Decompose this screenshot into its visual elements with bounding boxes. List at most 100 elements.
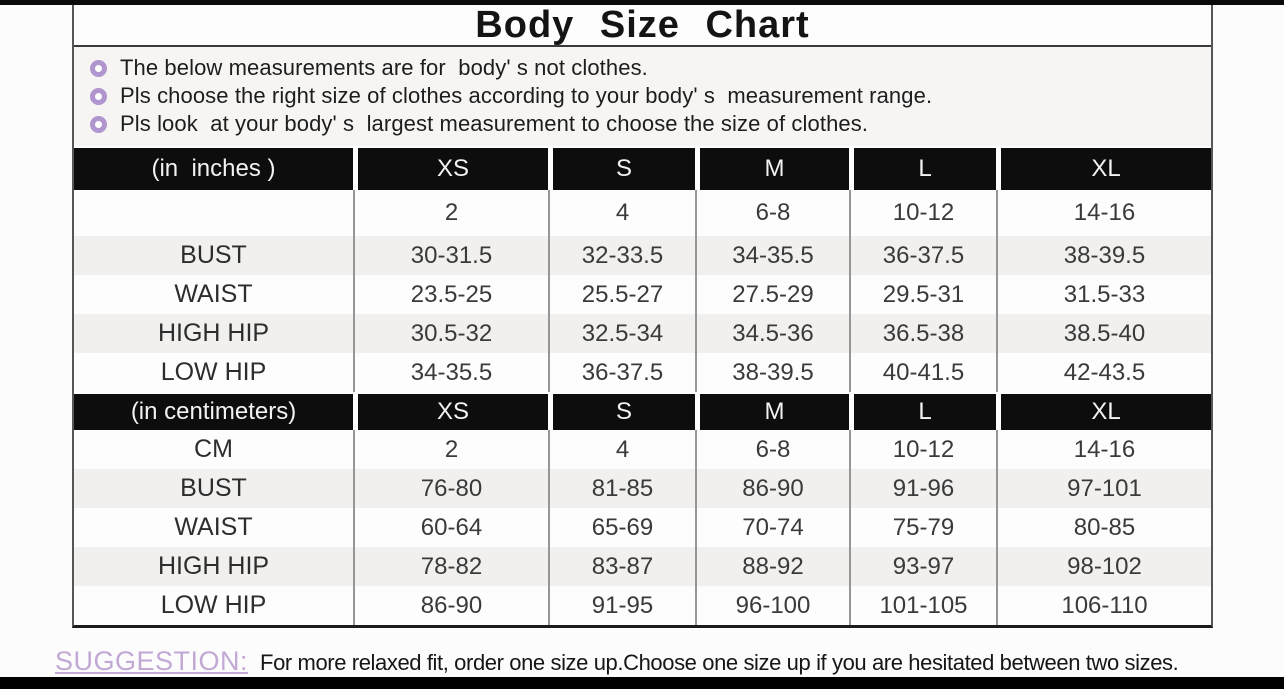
size-value: 36.5-38 [849, 314, 996, 353]
size-value: 70-74 [695, 508, 849, 547]
size-value: 6-8 [695, 190, 849, 236]
table-row-cm-sizes: CM 2 4 6-8 10-12 14-16 [74, 430, 1211, 469]
bullet-ring-icon [90, 87, 107, 105]
size-value: 42-43.5 [996, 353, 1211, 392]
size-col-header-xl: XL [996, 148, 1211, 190]
size-value: 91-96 [849, 469, 996, 508]
size-value: 81-85 [548, 469, 695, 508]
size-value: 2 [353, 190, 548, 236]
suggestion-text: For more relaxed fit, order one size up.… [260, 650, 1179, 675]
size-col-header-l: L [849, 394, 996, 430]
note-item: Pls look at your body' s largest measure… [90, 110, 1201, 138]
size-value: 38.5-40 [996, 314, 1211, 353]
size-value: 14-16 [996, 190, 1211, 236]
size-value: 2 [353, 430, 548, 469]
size-value: 25.5-27 [548, 275, 695, 314]
note-text: The below measurements are for body' s n… [120, 55, 648, 80]
cm-header-row: (in centimeters) XS S M L XL [74, 394, 1211, 430]
size-value: 80-85 [996, 508, 1211, 547]
size-col-header-xl: XL [996, 394, 1211, 430]
size-col-header-s: S [548, 394, 695, 430]
row-label: WAIST [174, 280, 253, 308]
size-value: 34-35.5 [695, 236, 849, 275]
size-value: 38-39.5 [996, 236, 1211, 275]
table-row-bust-in: BUST 30-31.5 32-33.5 34-35.5 36-37.5 38-… [74, 236, 1211, 275]
suggestion-label: SUGGESTION: [55, 646, 249, 676]
table-row-highhip-cm: HIGH HIP 78-82 83-87 88-92 93-97 98-102 [74, 547, 1211, 586]
size-col-header-l: L [849, 148, 996, 190]
size-value: 14-16 [996, 430, 1211, 469]
size-value: 40-41.5 [849, 353, 996, 392]
row-label: BUST [180, 241, 247, 269]
row-label: WAIST [174, 513, 253, 541]
size-value: 36-37.5 [849, 236, 996, 275]
size-value: 23.5-25 [353, 275, 548, 314]
size-value: 75-79 [849, 508, 996, 547]
size-value: 36-37.5 [548, 353, 695, 392]
size-value: 76-80 [353, 469, 548, 508]
row-label: BUST [180, 474, 247, 502]
size-value: 86-90 [353, 586, 548, 625]
table-row-waist-cm: WAIST 60-64 65-69 70-74 75-79 80-85 [74, 508, 1211, 547]
table-row-lowhip-in: LOW HIP 34-35.5 36-37.5 38-39.5 40-41.5 … [74, 353, 1211, 392]
row-label: LOW HIP [160, 358, 267, 386]
table-row-lowhip-cm: LOW HIP 86-90 91-95 96-100 101-105 106-1… [74, 586, 1211, 625]
size-value: 31.5-33 [996, 275, 1211, 314]
size-value: 32.5-34 [548, 314, 695, 353]
top-border-bar [0, 0, 1284, 5]
size-value: 98-102 [996, 547, 1211, 586]
row-label: CM [194, 435, 233, 463]
size-col-header-m: M [695, 394, 849, 430]
size-value: 97-101 [996, 469, 1211, 508]
size-value: 4 [548, 430, 695, 469]
size-value: 86-90 [695, 469, 849, 508]
bullet-ring-icon [90, 59, 107, 77]
size-value: 91-95 [548, 586, 695, 625]
table-row-highhip-in: HIGH HIP 30.5-32 32.5-34 34.5-36 36.5-38… [74, 314, 1211, 353]
size-value: 6-8 [695, 430, 849, 469]
note-item: Pls choose the right size of clothes acc… [90, 82, 1201, 110]
size-value: 32-33.5 [548, 236, 695, 275]
table-row-waist-in: WAIST 23.5-25 25.5-27 27.5-29 29.5-31 31… [74, 275, 1211, 314]
row-label: LOW HIP [160, 591, 267, 619]
size-value: 65-69 [548, 508, 695, 547]
size-value: 83-87 [548, 547, 695, 586]
table-row-us-sizes: 2 4 6-8 10-12 14-16 [74, 190, 1211, 236]
size-value: 106-110 [996, 586, 1211, 625]
row-label: HIGH HIP [157, 319, 270, 347]
note-text: Pls look at your body' s largest measure… [120, 111, 869, 136]
inches-header-row: (in inches ) XS S M L XL [74, 148, 1211, 190]
chart-box: Body Size Chart The below measurements a… [72, 4, 1213, 628]
size-col-header-s: S [548, 148, 695, 190]
size-col-header-m: M [695, 148, 849, 190]
note-text: Pls choose the right size of clothes acc… [120, 83, 933, 108]
size-value: 101-105 [849, 586, 996, 625]
row-label: HIGH HIP [157, 552, 270, 580]
row-label [74, 190, 353, 236]
suggestion-line: SUGGESTION: For more relaxed fit, order … [55, 646, 1284, 677]
size-value: 38-39.5 [695, 353, 849, 392]
size-col-header-xs: XS [353, 394, 548, 430]
inches-unit-header: (in inches ) [74, 148, 353, 190]
bullet-ring-icon [90, 115, 107, 133]
size-value: 34-35.5 [353, 353, 548, 392]
size-value: 27.5-29 [695, 275, 849, 314]
size-value: 10-12 [849, 430, 996, 469]
size-value: 34.5-36 [695, 314, 849, 353]
size-col-header-xs: XS [353, 148, 548, 190]
size-value: 93-97 [849, 547, 996, 586]
notes-section: The below measurements are for body' s n… [74, 47, 1211, 146]
note-item: The below measurements are for body' s n… [90, 54, 1201, 82]
size-value: 30-31.5 [353, 236, 548, 275]
size-value: 96-100 [695, 586, 849, 625]
size-value: 30.5-32 [353, 314, 548, 353]
size-value: 88-92 [695, 547, 849, 586]
size-value: 60-64 [353, 508, 548, 547]
size-value: 4 [548, 190, 695, 236]
size-value: 10-12 [849, 190, 996, 236]
size-value: 78-82 [353, 547, 548, 586]
cm-unit-header: (in centimeters) [74, 394, 353, 430]
table-row-bust-cm: BUST 76-80 81-85 86-90 91-96 97-101 [74, 469, 1211, 508]
size-value: 29.5-31 [849, 275, 996, 314]
